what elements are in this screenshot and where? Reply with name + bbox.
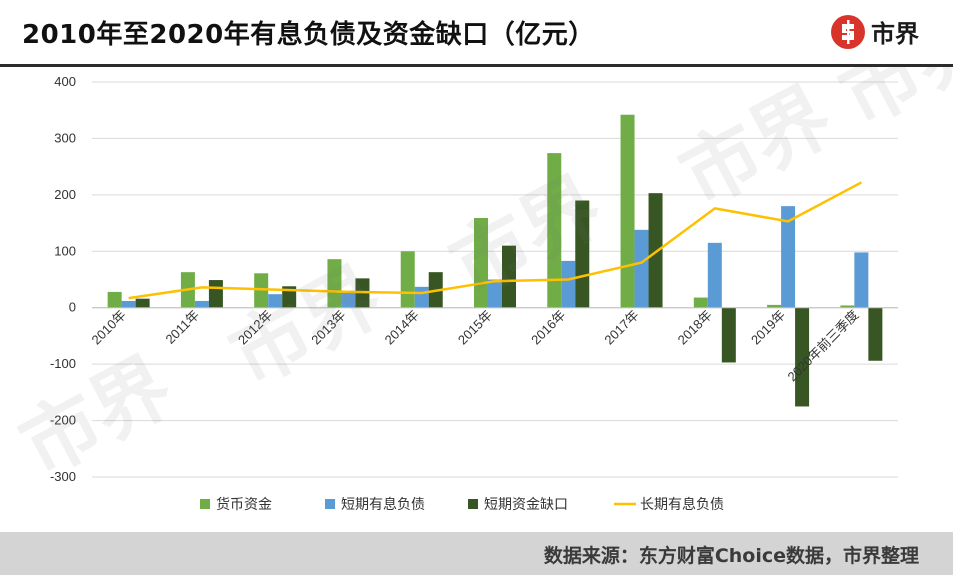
- bar-2: [414, 286, 429, 308]
- bar-1: [254, 273, 269, 308]
- x-tick-label: 2013年: [308, 307, 348, 347]
- bar-2: [781, 206, 796, 308]
- bar-2: [194, 300, 209, 308]
- bar-2: [634, 229, 649, 308]
- header: 2010年至2020年有息负债及资金缺口（亿元） 市界: [0, 0, 953, 67]
- bar-3: [795, 307, 810, 407]
- bar-2: [561, 260, 576, 308]
- line-series: [128, 181, 862, 300]
- y-tick-label: -300: [50, 469, 76, 484]
- bar-1: [840, 305, 855, 308]
- legend-label: 短期资金缺口: [484, 496, 568, 512]
- bar-3: [721, 307, 736, 363]
- bar-1: [693, 297, 708, 308]
- x-tick-label: 2012年: [235, 307, 275, 347]
- bar-line-chart: 400 300 200 100 0 -100 -200 -300 2010年 2011年 2012年…: [50, 74, 898, 512]
- logo-text: 市界: [871, 20, 919, 48]
- bar-2: [268, 294, 283, 308]
- bar-1: [474, 217, 488, 308]
- bar-3: [648, 193, 663, 308]
- bar-3: [208, 280, 223, 308]
- x-tick-label: 2010年: [89, 307, 129, 347]
- bar-2: [488, 279, 502, 308]
- brand-logo: 市界: [831, 14, 919, 49]
- bar-1: [547, 153, 562, 308]
- bar-3: [575, 200, 590, 308]
- x-tick-label: 2018年: [675, 307, 715, 347]
- y-tick-label: 0: [69, 300, 76, 315]
- bar-3: [282, 286, 297, 308]
- source-note: 数据来源：东方财富Choice数据，市界整理: [543, 545, 919, 567]
- bar-3: [135, 298, 150, 308]
- x-tick-label: 2016年: [528, 307, 568, 347]
- bar-1: [107, 291, 122, 308]
- footer: 数据来源：东方财富Choice数据，市界整理: [0, 532, 953, 575]
- x-tick-label: 2017年: [601, 307, 641, 347]
- bar-2: [854, 252, 869, 308]
- bar-2: [341, 292, 356, 308]
- y-tick-label: 400: [54, 74, 76, 89]
- legend-swatch: [325, 499, 335, 509]
- bar-1: [327, 259, 342, 308]
- chart-area: 400 300 200 100 0 -100 -200 -300 2010年 2011年 2012年…: [0, 67, 953, 527]
- legend-label: 货币资金: [216, 496, 272, 512]
- y-tick-label: 200: [54, 187, 76, 202]
- x-tick-label: 2015年: [455, 307, 495, 347]
- logo-emblem-icon: [831, 14, 865, 49]
- bar-3: [868, 307, 883, 361]
- y-tick-label: 100: [54, 243, 76, 258]
- x-tick-label: 2014年: [382, 307, 422, 347]
- y-tick-label: -100: [50, 356, 76, 371]
- legend-swatch: [468, 499, 478, 509]
- legend-swatch: [200, 499, 210, 509]
- y-tick-label: 300: [54, 130, 76, 145]
- page-title: 2010年至2020年有息负债及资金缺口（亿元）: [22, 20, 595, 50]
- legend-label: 长期有息负债: [640, 496, 724, 512]
- bar-1: [400, 251, 415, 308]
- bar-1: [767, 304, 782, 308]
- bar-1: [620, 114, 635, 308]
- bar-2: [121, 300, 136, 308]
- bar-2: [707, 242, 722, 308]
- x-tick-label: 2011年: [162, 307, 202, 347]
- legend-label: 短期有息负债: [341, 496, 425, 512]
- x-tick-label: 2019年: [748, 307, 788, 347]
- y-tick-label: -200: [50, 413, 76, 428]
- bar-3: [502, 245, 516, 308]
